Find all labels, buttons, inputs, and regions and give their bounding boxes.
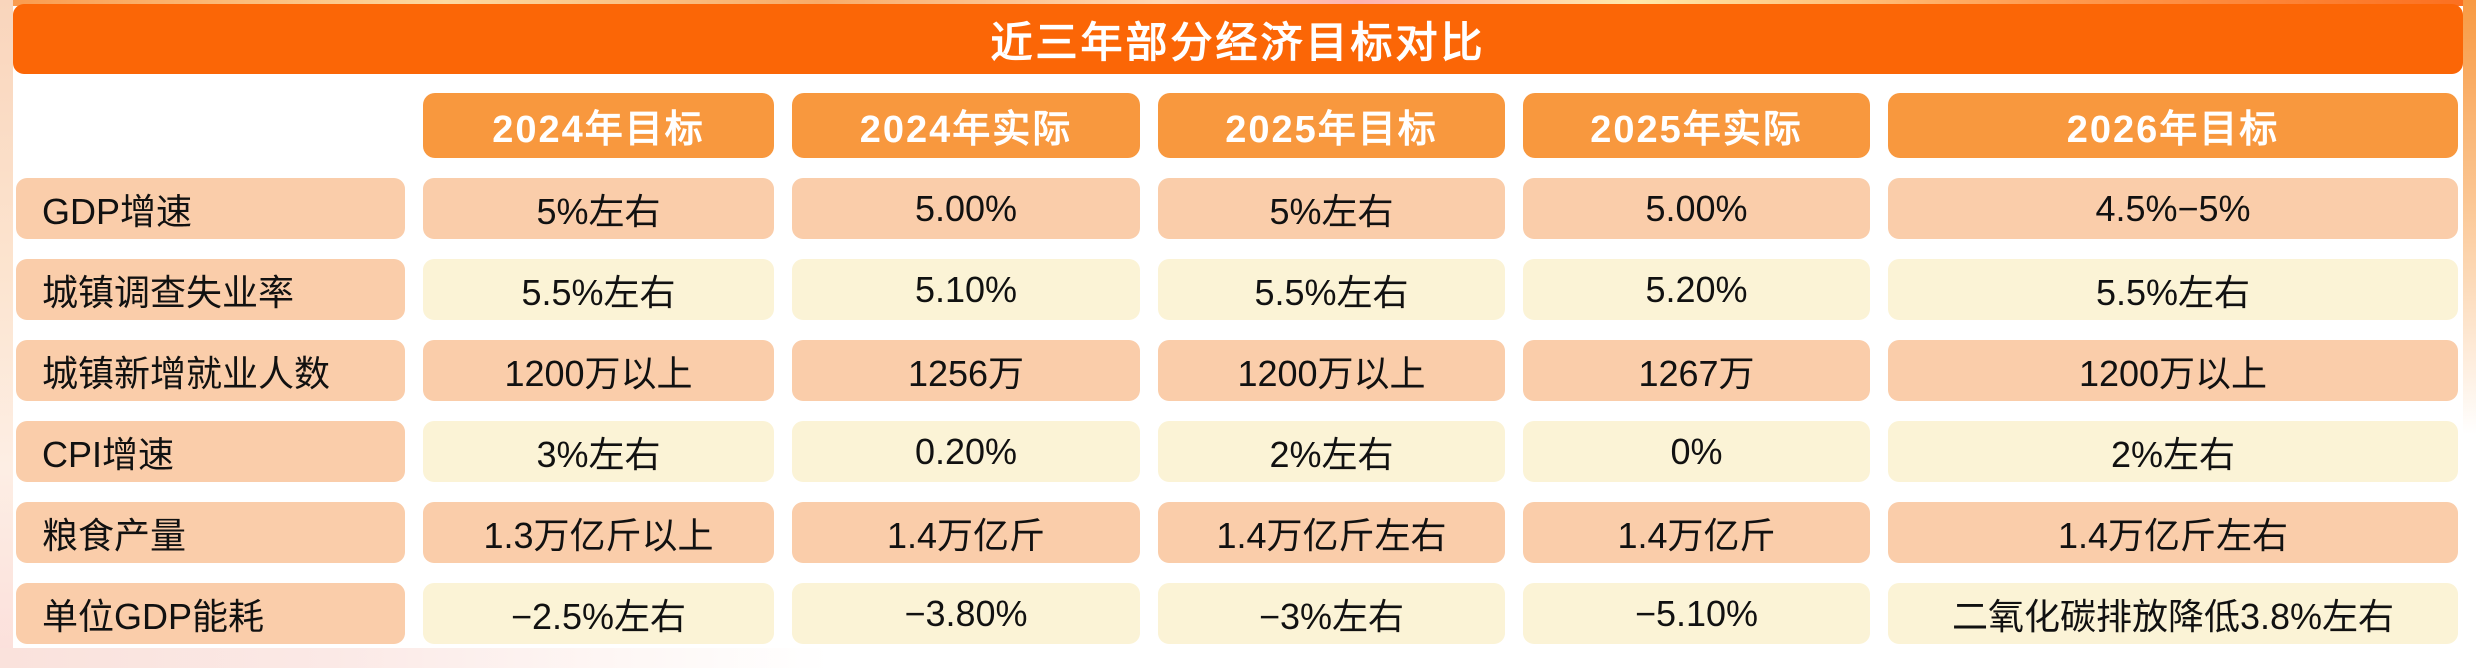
- column-header-2024-target: 2024年目标: [423, 93, 774, 158]
- bottom-left-decoration: [0, 648, 830, 668]
- row-label-cpi-growth: CPI增速: [16, 421, 405, 482]
- table-cell: 1.4万亿斤: [792, 502, 1140, 563]
- column-header-2025-actual: 2025年实际: [1523, 93, 1870, 158]
- table-cell: −5.10%: [1523, 583, 1870, 644]
- table-cell: 5.00%: [1523, 178, 1870, 239]
- table-cell: 1.4万亿斤: [1523, 502, 1870, 563]
- comparison-table: 2024年目标 2024年实际 2025年目标 2025年实际 2026年目标 …: [16, 93, 2458, 644]
- row-label-gdp-growth: GDP增速: [16, 178, 405, 239]
- table-cell: 5.5%左右: [1888, 259, 2458, 320]
- table-cell: 2%左右: [1888, 421, 2458, 482]
- table-cell: −2.5%左右: [423, 583, 774, 644]
- table-cell: 1267万: [1523, 340, 1870, 401]
- right-edge-decoration: [2463, 0, 2476, 668]
- table-cell: 1256万: [792, 340, 1140, 401]
- table-cell: −3%左右: [1158, 583, 1505, 644]
- top-edge-decoration: [0, 0, 2476, 6]
- row-label-grain-output: 粮食产量: [16, 502, 405, 563]
- table-cell: 5.00%: [792, 178, 1140, 239]
- left-edge-decoration: [0, 0, 13, 668]
- table-cell: 5.10%: [792, 259, 1140, 320]
- table-cell: 5.20%: [1523, 259, 1870, 320]
- row-label-energy-per-gdp: 单位GDP能耗: [16, 583, 405, 644]
- column-header-2024-actual: 2024年实际: [792, 93, 1140, 158]
- table-cell: −3.80%: [792, 583, 1140, 644]
- row-label-new-urban-jobs: 城镇新增就业人数: [16, 340, 405, 401]
- table-title: 近三年部分经济目标对比: [13, 4, 2463, 74]
- table-cell: 1.3万亿斤以上: [423, 502, 774, 563]
- column-header-2026-target: 2026年目标: [1888, 93, 2458, 158]
- table-cell: 二氧化碳排放降低3.8%左右: [1888, 583, 2458, 644]
- corner-spacer: [16, 93, 405, 158]
- table-cell: 0%: [1523, 421, 1870, 482]
- table-cell: 1200万以上: [423, 340, 774, 401]
- table-cell: 1200万以上: [1888, 340, 2458, 401]
- column-header-2025-target: 2025年目标: [1158, 93, 1505, 158]
- table-cell: 1200万以上: [1158, 340, 1505, 401]
- table-cell: 0.20%: [792, 421, 1140, 482]
- table-cell: 5.5%左右: [423, 259, 774, 320]
- table-cell: 5%左右: [1158, 178, 1505, 239]
- table-cell: 1.4万亿斤左右: [1158, 502, 1505, 563]
- table-cell: 3%左右: [423, 421, 774, 482]
- row-label-urban-unemployment: 城镇调查失业率: [16, 259, 405, 320]
- table-cell: 5%左右: [423, 178, 774, 239]
- table-cell: 2%左右: [1158, 421, 1505, 482]
- table-cell: 4.5%−5%: [1888, 178, 2458, 239]
- table-cell: 5.5%左右: [1158, 259, 1505, 320]
- table-cell: 1.4万亿斤左右: [1888, 502, 2458, 563]
